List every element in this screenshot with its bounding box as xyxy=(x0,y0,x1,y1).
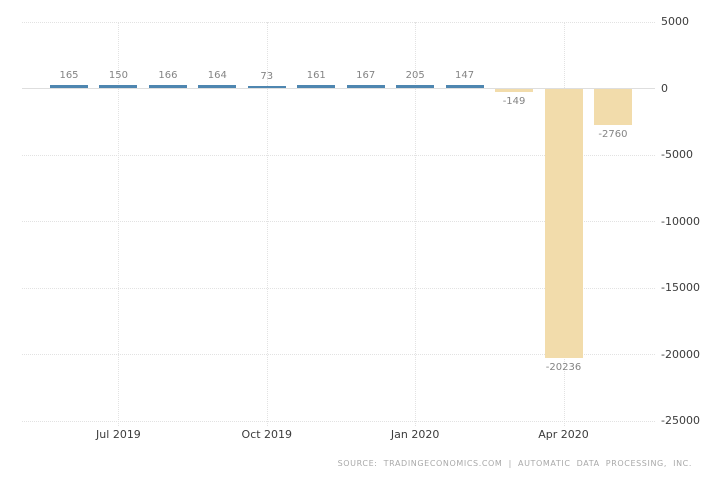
y-gridline xyxy=(22,221,655,222)
bar-may-2020[interactable] xyxy=(593,88,632,126)
x-axis-tick-label: Apr 2020 xyxy=(538,428,589,441)
bar-apr-2020[interactable] xyxy=(544,88,583,358)
bar-value-label: 73 xyxy=(260,71,274,82)
y-gridline xyxy=(22,88,655,89)
bar-value-label: 205 xyxy=(405,70,425,81)
bar-mar-2020[interactable] xyxy=(495,88,534,92)
bar-value-label: 164 xyxy=(207,70,227,81)
x-gridline xyxy=(266,21,268,426)
bar-oct-2019[interactable] xyxy=(247,86,286,88)
bar-sep-2019[interactable] xyxy=(198,85,237,88)
y-axis-tick-label: -20000 xyxy=(661,347,700,361)
x-axis-tick-label: Jul 2019 xyxy=(96,428,141,441)
y-axis-tick-label: -5000 xyxy=(661,148,693,161)
bar-value-label: 167 xyxy=(356,70,376,81)
y-gridline xyxy=(22,420,655,422)
bar-value-label: 165 xyxy=(59,70,79,81)
bar-value-label: 150 xyxy=(108,70,128,81)
bar-value-label: 147 xyxy=(455,70,475,81)
y-gridline xyxy=(22,21,655,23)
y-axis-tick-label: -25000 xyxy=(661,414,700,427)
y-axis-tick-label: -10000 xyxy=(661,214,700,228)
bar-nov-2019[interactable] xyxy=(297,85,336,88)
bar-value-label: 166 xyxy=(158,70,178,81)
bar-value-label: 161 xyxy=(306,70,326,81)
x-axis-tick-label: Jan 2020 xyxy=(390,428,440,441)
bar-jul-2019[interactable] xyxy=(99,85,138,88)
bar-value-label: -20236 xyxy=(545,361,582,373)
bar-aug-2019[interactable] xyxy=(148,85,187,88)
x-axis-tick-label: Oct 2019 xyxy=(241,428,293,441)
bar-value-label: -149 xyxy=(502,95,526,107)
y-gridline xyxy=(22,154,655,156)
source-attribution: SOURCE: TRADINGECONOMICS.COM | AUTOMATIC… xyxy=(337,459,692,468)
y-gridline xyxy=(22,354,655,355)
bar-jan-2020[interactable] xyxy=(396,85,435,88)
x-gridline xyxy=(118,21,120,426)
y-axis-tick-label: 0 xyxy=(661,81,668,95)
bar-jun-2019[interactable] xyxy=(50,85,88,88)
bar-feb-2020[interactable] xyxy=(445,85,484,88)
bar-value-label: -2760 xyxy=(598,129,628,141)
y-axis-tick-label: 5000 xyxy=(661,15,689,28)
x-gridline xyxy=(415,21,417,426)
y-gridline xyxy=(22,287,655,289)
bar-dec-2019[interactable] xyxy=(346,85,385,88)
y-axis-tick-label: -15000 xyxy=(661,281,700,294)
